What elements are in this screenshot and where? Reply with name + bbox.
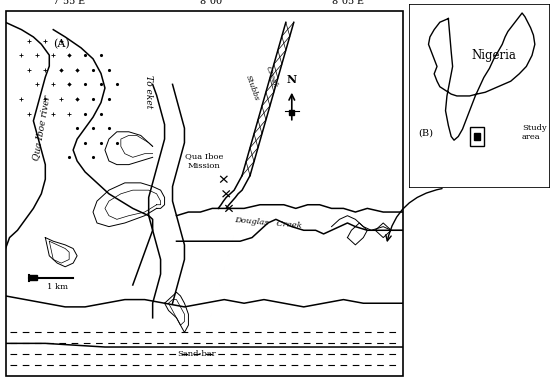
- Text: (B): (B): [418, 128, 433, 137]
- FancyArrowPatch shape: [386, 188, 442, 241]
- Text: 1 km: 1 km: [47, 283, 68, 291]
- Text: Qua Iboe river: Qua Iboe river: [31, 95, 52, 162]
- Text: N: N: [287, 74, 297, 86]
- Bar: [289, 110, 294, 115]
- Text: Qua Iboe
Mission: Qua Iboe Mission: [185, 152, 224, 169]
- Bar: [474, 133, 479, 140]
- Text: 8°00': 8°00': [200, 0, 225, 6]
- Text: Creek: Creek: [264, 65, 279, 89]
- Text: To eket: To eket: [144, 75, 153, 108]
- Bar: [470, 127, 484, 146]
- Text: Douglas   Creek: Douglas Creek: [234, 216, 302, 230]
- Bar: [29, 275, 37, 280]
- Text: Sand-bar: Sand-bar: [177, 350, 216, 358]
- Text: (A): (A): [53, 39, 70, 49]
- Text: Study
area: Study area: [522, 124, 547, 141]
- Text: Nigeria: Nigeria: [471, 49, 516, 62]
- Text: 7°55'E: 7°55'E: [53, 0, 86, 6]
- Text: Stubbs: Stubbs: [244, 74, 261, 102]
- Text: 8°05'E: 8°05'E: [331, 0, 364, 6]
